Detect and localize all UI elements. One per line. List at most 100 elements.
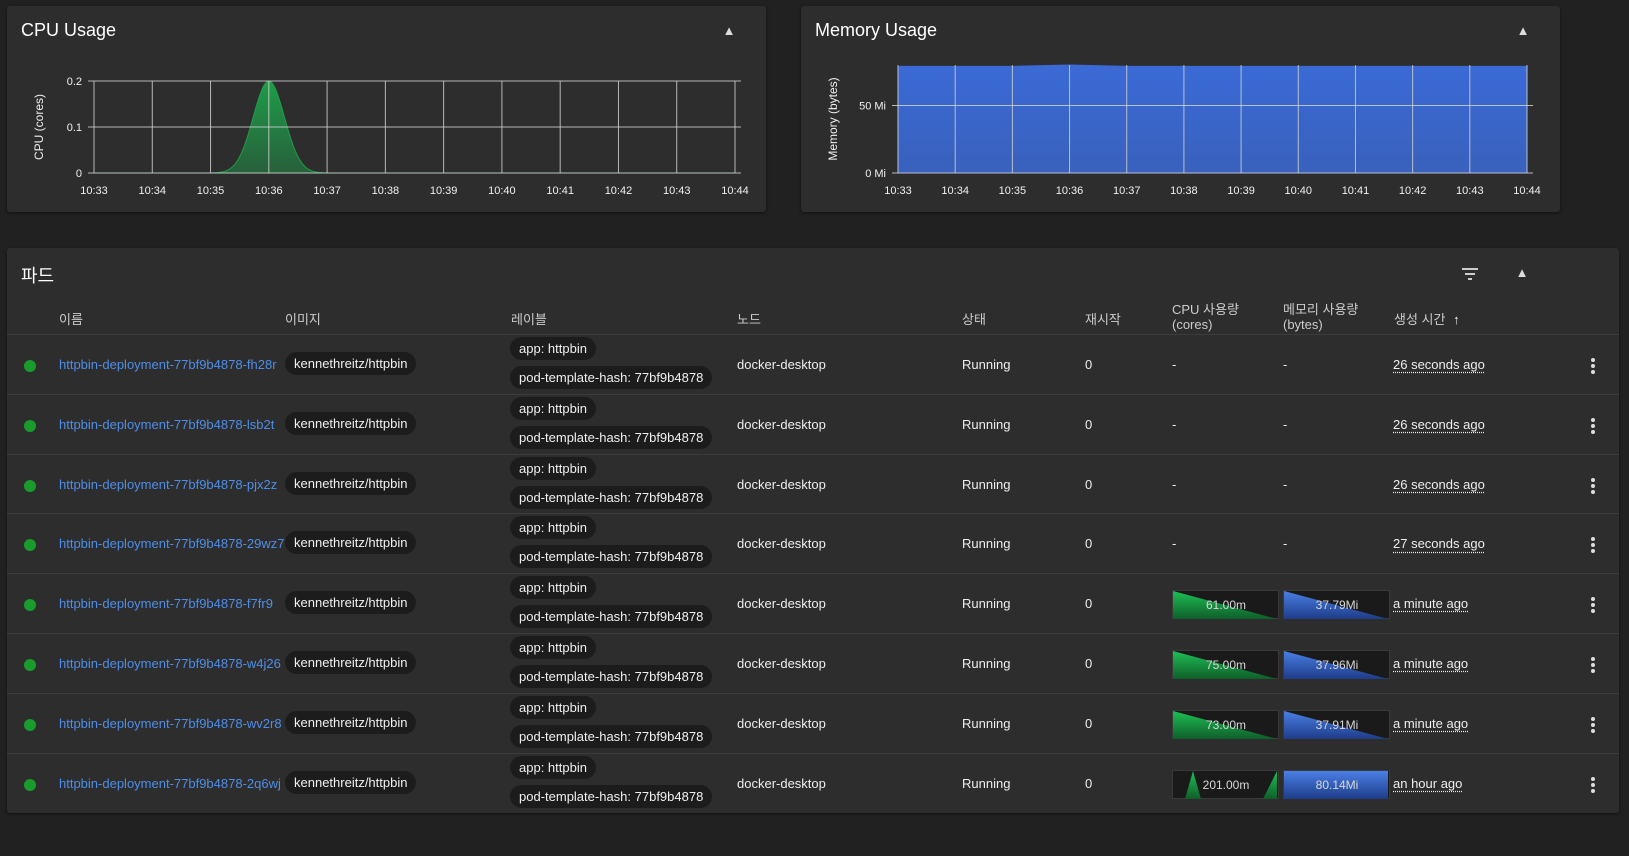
y-axis-label: CPU (cores) [32, 94, 46, 160]
memory-usage-cell: - [1283, 416, 1288, 432]
image-chip: kennethreitz/httpbin [285, 411, 417, 435]
table-row[interactable]: httpbin-deployment-77bf9b4878-wv2r8 kenn… [7, 692, 1619, 756]
restart-count: 0 [1085, 357, 1093, 372]
x-tick-label: 10:33 [884, 185, 912, 197]
y-tick-label: 0.1 [67, 122, 82, 134]
header-memory-label: 메모리 사용량 [1283, 302, 1359, 317]
memory-usage-cell: 37.96Mi [1283, 650, 1391, 680]
more-vert-icon[interactable] [1585, 477, 1601, 495]
pod-status: Running [962, 715, 1011, 731]
collapse-arrow-icon[interactable]: ▲ [1516, 22, 1530, 38]
header-cpu-label: CPU 사용량 [1172, 302, 1239, 317]
more-vert-icon[interactable] [1585, 357, 1601, 375]
label-chip: pod-template-hash: 77bf9b4878 [510, 605, 713, 629]
restart-count: 0 [1085, 476, 1093, 492]
sparkline [1172, 769, 1279, 799]
more-vert-icon[interactable] [1585, 716, 1601, 734]
x-tick-label: 10:38 [372, 185, 400, 197]
table-row[interactable]: httpbin-deployment-77bf9b4878-fh28r kenn… [7, 334, 1619, 397]
header-created-label: 생성 시간 [1394, 312, 1446, 327]
x-tick-label: 10:44 [1513, 185, 1541, 197]
header-name[interactable]: 이름 [59, 312, 83, 327]
header-created[interactable]: 생성 시간 ↑ [1394, 309, 1460, 344]
image-chip: kennethreitz/httpbin [285, 651, 417, 674]
restart-count: 0 [1085, 656, 1093, 671]
pod-name-link[interactable]: httpbin-deployment-77bf9b4878-fh28r [59, 357, 277, 372]
x-tick-label: 10:36 [255, 185, 283, 197]
table-row[interactable]: httpbin-deployment-77bf9b4878-pjx2z kenn… [7, 453, 1619, 517]
memory-usage-title: Memory Usage [815, 20, 938, 40]
label-chip: pod-template-hash: 77bf9b4878 [510, 366, 713, 389]
pod-status: Running [962, 656, 1011, 671]
more-vert-icon[interactable] [1585, 417, 1601, 435]
table-row[interactable]: httpbin-deployment-77bf9b4878-f7fr9 kenn… [7, 573, 1619, 636]
image-chip: kennethreitz/httpbin [285, 770, 417, 794]
header-restarts[interactable]: 재시작 [1085, 312, 1121, 327]
label-chip: app: httpbin [510, 755, 596, 779]
cpu-usage-chart: 10:33 10:34 10:35 10:36 10:37 10:38 10:39 10:40… [32, 76, 749, 197]
pod-name-link[interactable]: httpbin-deployment-77bf9b4878-29wz7 [59, 536, 285, 552]
restart-count: 0 [1085, 536, 1093, 552]
status-running-icon [24, 718, 36, 731]
x-tick-label: 10:35 [999, 185, 1027, 197]
status-running-icon [24, 479, 36, 492]
table-row[interactable]: httpbin-deployment-77bf9b4878-w4j26 kenn… [7, 633, 1619, 696]
created-time[interactable]: 27 seconds ago [1393, 536, 1485, 552]
cpu-usage-cell: - [1172, 536, 1177, 552]
x-tick-label: 10:44 [721, 185, 749, 197]
created-time[interactable]: a minute ago [1393, 715, 1469, 731]
node-name: docker-desktop [737, 775, 826, 791]
pod-status: Running [962, 536, 1011, 552]
pod-name-link[interactable]: httpbin-deployment-77bf9b4878-2q6wj [59, 775, 281, 791]
sparkline [1172, 709, 1279, 739]
pods-card: 파드 ▲ 이름 이미지 레이블 노드 상태 재시작 CPU 사용량 (cores… [7, 248, 1619, 813]
header-node[interactable]: 노드 [737, 312, 761, 327]
pods-title: 파드 [21, 266, 55, 286]
more-vert-icon[interactable] [1585, 776, 1601, 794]
header-memory[interactable]: 메모리 사용량 (bytes) [1283, 302, 1358, 337]
x-tick-label: 10:40 [1285, 185, 1313, 197]
header-labels[interactable]: 레이블 [511, 312, 547, 327]
y-tick-label: 50 Mi [859, 101, 886, 113]
cpu-usage-cell: - [1172, 416, 1177, 432]
sort-arrow-icon[interactable]: ↑ [1453, 312, 1460, 327]
usage-value: 61.00m [1205, 598, 1247, 613]
sparkline [1283, 650, 1390, 679]
created-time[interactable]: 26 seconds ago [1393, 476, 1485, 492]
pod-name-link[interactable]: httpbin-deployment-77bf9b4878-pjx2z [59, 476, 278, 492]
x-tick-label: 10:41 [546, 185, 574, 197]
pod-status: Running [962, 775, 1011, 791]
memory-usage-cell: 80.14Mi [1283, 769, 1391, 800]
header-cpu[interactable]: CPU 사용량 (cores) [1172, 302, 1239, 337]
table-row[interactable]: httpbin-deployment-77bf9b4878-29wz7 kenn… [7, 513, 1619, 576]
image-chip: kennethreitz/httpbin [285, 352, 417, 375]
created-time[interactable]: 26 seconds ago [1393, 416, 1485, 432]
cpu-usage-cell: 75.00m [1172, 650, 1280, 680]
x-tick-label: 10:35 [197, 185, 225, 197]
created-time[interactable]: 26 seconds ago [1393, 357, 1485, 372]
node-name: docker-desktop [737, 476, 826, 492]
header-status[interactable]: 상태 [962, 312, 986, 327]
pod-name-link[interactable]: httpbin-deployment-77bf9b4878-lsb2t [59, 416, 275, 432]
table-row[interactable]: httpbin-deployment-77bf9b4878-2q6wj kenn… [7, 752, 1619, 816]
more-vert-icon[interactable] [1585, 536, 1601, 554]
pod-name-link[interactable]: httpbin-deployment-77bf9b4878-w4j26 [59, 656, 281, 671]
x-tick-label: 10:42 [605, 185, 633, 197]
created-time[interactable]: a minute ago [1393, 596, 1469, 612]
pod-name-link[interactable]: httpbin-deployment-77bf9b4878-f7fr9 [59, 596, 273, 612]
cpu-usage-cell: - [1172, 357, 1177, 372]
filter-icon[interactable] [1460, 266, 1480, 282]
created-time[interactable]: a minute ago [1393, 656, 1469, 671]
table-row[interactable]: httpbin-deployment-77bf9b4878-lsb2t kenn… [7, 393, 1619, 457]
pod-name-link[interactable]: httpbin-deployment-77bf9b4878-wv2r8 [59, 715, 282, 731]
created-time[interactable]: an hour ago [1393, 775, 1463, 791]
more-vert-icon[interactable] [1585, 656, 1601, 674]
collapse-arrow-icon[interactable]: ▲ [722, 22, 736, 38]
header-image[interactable]: 이미지 [285, 312, 321, 327]
x-tick-label: 10:38 [1170, 185, 1198, 197]
image-chip: kennethreitz/httpbin [285, 591, 417, 615]
collapse-arrow-icon[interactable]: ▲ [1515, 264, 1529, 280]
more-vert-icon[interactable] [1585, 596, 1601, 614]
label-chip: pod-template-hash: 77bf9b4878 [510, 425, 713, 449]
label-chip: pod-template-hash: 77bf9b4878 [510, 724, 713, 748]
